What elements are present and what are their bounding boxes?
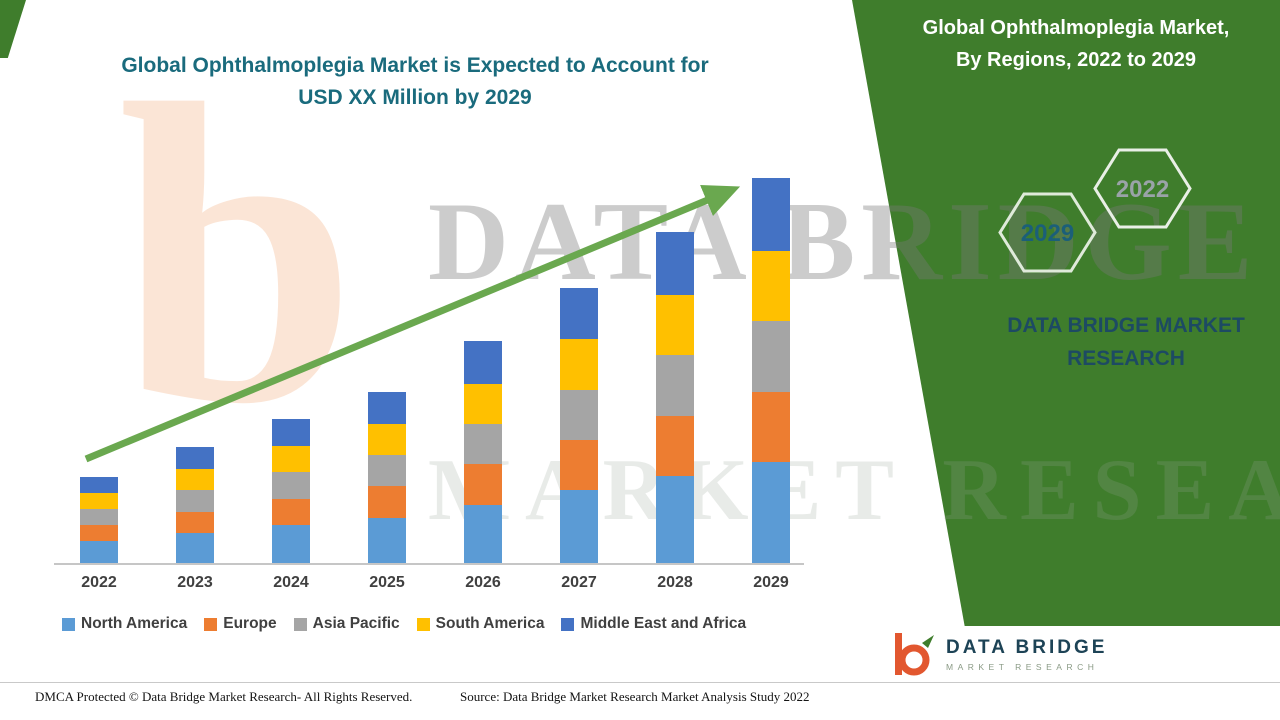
bar-2026 [464, 341, 502, 563]
segment-2027-europe [560, 440, 598, 491]
corner-accent-shape [0, 0, 26, 58]
legend-swatch-icon [62, 617, 75, 631]
segment-2029-europe [752, 391, 790, 463]
footer-divider [0, 682, 1280, 683]
segment-2026-europe [464, 464, 502, 505]
segment-2025-asia-pacific [368, 455, 406, 487]
x-label-2029: 2029 [753, 574, 789, 591]
x-label-2023: 2023 [177, 574, 213, 591]
bar-2025 [368, 391, 406, 563]
legend-label: Europe [223, 615, 277, 632]
segment-2029-south-america [752, 250, 790, 322]
x-label-2024: 2024 [273, 574, 309, 591]
segment-2024-south-america [272, 446, 310, 473]
legend-label: Asia Pacific [312, 615, 400, 632]
segment-2027-north-america [560, 490, 598, 563]
segment-2023-asia-pacific [176, 490, 214, 512]
x-label-2027: 2027 [561, 574, 597, 591]
legend-item-asia-pacific: Asia Pacific [293, 615, 400, 633]
legend-item-south-america: South America [416, 615, 545, 633]
x-label-2028: 2028 [657, 574, 693, 591]
segment-2027-middle-east-and-africa [560, 287, 598, 340]
x-axis-line [54, 563, 804, 565]
segment-2025-south-america [368, 424, 406, 456]
logo-name: DATA BRIDGE [946, 636, 1108, 658]
segment-2029-asia-pacific [752, 321, 790, 392]
chart-area: 2022 2023 2024 2025 2026 2027 2028 2029 [54, 172, 805, 591]
footer-dmca-text: DMCA Protected © Data Bridge Market Rese… [35, 689, 413, 704]
legend-swatch-icon [204, 617, 218, 631]
hexagon-2022-label: 2022 [1116, 176, 1169, 203]
segment-2022-asia-pacific [80, 508, 118, 525]
segment-2025-north-america [368, 517, 406, 563]
segment-2022-south-america [80, 492, 118, 509]
hexagon-2029-icon [998, 192, 1097, 273]
segment-2023-europe [176, 511, 214, 533]
segment-2022-europe [80, 524, 118, 541]
segment-2025-europe [368, 486, 406, 518]
legend-swatch-icon [561, 617, 575, 631]
panel-title-line1: Global Ophthalmoplegia Market, [922, 17, 1230, 39]
segment-2026-middle-east-and-africa [464, 341, 502, 384]
bar-2027 [560, 287, 598, 563]
legend-swatch-icon [416, 617, 430, 631]
segment-2025-middle-east-and-africa [368, 391, 406, 425]
panel-title: Global Ophthalmoplegia Market, By Region… [880, 12, 1272, 76]
hexagon-2022-icon [1093, 148, 1192, 229]
segment-2024-north-america [272, 524, 310, 563]
x-label-2026: 2026 [465, 574, 501, 591]
legend-item-north-america: North America [62, 615, 187, 633]
panel-brand-line1: DATA BRIDGE MARKET [1007, 314, 1245, 337]
hexagon-2029-label: 2029 [1021, 220, 1074, 247]
x-label-2025: 2025 [369, 574, 405, 591]
segment-2024-europe [272, 498, 310, 525]
bar-2029 [752, 178, 790, 563]
chart-title: Global Ophthalmoplegia Market is Expecte… [90, 50, 740, 113]
panel-title-line2: By Regions, 2022 to 2029 [955, 49, 1197, 71]
x-axis-labels: 2022 2023 2024 2025 2026 2027 2028 2029 [60, 565, 805, 595]
segment-2023-middle-east-and-africa [176, 447, 214, 470]
segment-2024-asia-pacific [272, 472, 310, 499]
segment-2028-south-america [656, 294, 694, 356]
logo: DATA BRIDGE MARKET RESEARCH [872, 626, 1280, 682]
segment-2023-north-america [176, 532, 214, 563]
legend-label: Middle East and Africa [580, 615, 747, 632]
x-label-2022: 2022 [81, 574, 117, 591]
footer-source-text: Source: Data Bridge Market Research Mark… [460, 689, 810, 704]
legend-item-europe: Europe [204, 615, 277, 633]
legend-label: North America [81, 615, 188, 632]
segment-2027-asia-pacific [560, 389, 598, 441]
segment-2026-south-america [464, 383, 502, 424]
logo-text: DATA BRIDGE MARKET RESEARCH [946, 637, 1107, 672]
segment-2024-middle-east-and-africa [272, 418, 310, 447]
year-hexagons: 2022 2029 [998, 148, 1192, 273]
bar-2022 [80, 477, 118, 563]
segment-2028-north-america [656, 476, 694, 563]
legend-item-middle-east-and-africa: Middle East and Africa [561, 615, 746, 633]
segment-2026-asia-pacific [464, 423, 502, 465]
logo-b-icon [895, 633, 934, 676]
bar-2024 [272, 418, 310, 563]
segment-2022-north-america [80, 540, 118, 563]
segment-2029-north-america [752, 462, 790, 563]
segment-2028-middle-east-and-africa [656, 232, 694, 295]
segment-2022-middle-east-and-africa [80, 477, 118, 493]
logo-subtitle: MARKET RESEARCH [946, 661, 1099, 672]
panel-brand-line2: RESEARCH [1067, 346, 1185, 370]
segment-2027-south-america [560, 339, 598, 390]
chart-title-line2: USD XX Million by 2029 [298, 85, 532, 109]
bar-2023 [176, 447, 214, 563]
legend-label: South America [435, 615, 545, 632]
segment-2028-asia-pacific [656, 355, 694, 416]
legend-swatch-icon [293, 617, 307, 631]
legend: North America Europe Asia Pacific South Ame… [62, 615, 832, 633]
segment-2029-middle-east-and-africa [752, 178, 790, 251]
bar-2028 [656, 232, 694, 563]
panel-brand-text: DATA BRIDGE MARKET RESEARCH [970, 310, 1280, 375]
segment-2023-south-america [176, 469, 214, 491]
segment-2028-europe [656, 415, 694, 477]
chart-title-line1: Global Ophthalmoplegia Market is Expecte… [121, 54, 709, 77]
segment-2026-north-america [464, 504, 502, 563]
